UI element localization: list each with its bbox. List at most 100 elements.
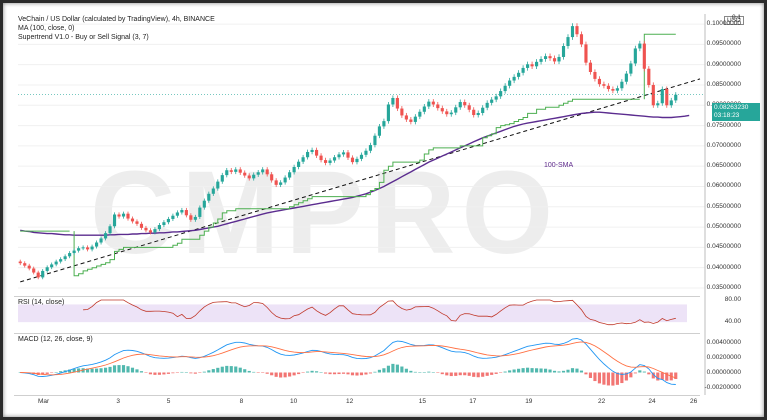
macd-histogram-bar: [647, 372, 651, 375]
macd-histogram-bar: [193, 372, 197, 374]
candle-body: [171, 215, 175, 219]
time-tick: 15: [418, 398, 427, 405]
macd-histogram-bar: [674, 372, 678, 380]
macd-histogram-bar: [638, 370, 642, 373]
candle-body: [68, 253, 72, 257]
macd-histogram-bar: [579, 370, 584, 373]
macd-histogram-bar: [508, 370, 512, 373]
candle-body: [274, 180, 278, 185]
candle-body: [570, 26, 575, 38]
candle-body: [175, 212, 179, 216]
candle-body: [449, 112, 453, 115]
candle-body: [494, 96, 498, 100]
candle-body: [499, 91, 503, 97]
candle-body: [391, 97, 395, 105]
macd-histogram-bar: [359, 372, 364, 376]
macd-line: [20, 338, 676, 385]
macd-histogram-bar: [72, 368, 76, 373]
macd-histogram-bar: [566, 369, 570, 373]
candle-body: [36, 272, 40, 278]
candle-body: [279, 182, 283, 185]
candle-body: [597, 78, 601, 85]
candle-body: [256, 172, 260, 175]
candle-body: [23, 263, 27, 266]
time-tick: 3: [116, 398, 121, 405]
macd-histogram-bar: [297, 372, 301, 375]
candle-body: [552, 58, 557, 62]
macd-histogram-bar: [530, 368, 534, 373]
candle-body: [431, 101, 435, 105]
candle-body: [261, 169, 265, 173]
macd-histogram-bar: [526, 367, 530, 373]
candle-body: [647, 68, 651, 85]
candle-body: [404, 115, 408, 120]
candle-body: [561, 46, 566, 57]
macd-histogram-bar: [350, 372, 355, 376]
last-price: 0.08263230: [714, 104, 749, 111]
macd-histogram-bar: [225, 365, 229, 373]
candle-body: [18, 261, 22, 264]
time-tick: 10: [290, 398, 298, 405]
macd-histogram-bar: [427, 371, 431, 373]
candle-body: [463, 102, 467, 106]
candle-body: [535, 61, 539, 67]
candle-body: [526, 64, 530, 68]
candle-body: [225, 170, 229, 176]
macd-histogram-bar: [386, 365, 390, 373]
candle-body: [238, 169, 242, 173]
candle-body: [566, 37, 570, 47]
macd-histogram-bar: [490, 372, 494, 375]
candle-body: [584, 44, 588, 63]
macd-histogram-bar: [315, 371, 319, 373]
macd-histogram-bar: [476, 372, 480, 378]
macd-histogram-bar: [570, 368, 575, 373]
candle-body: [575, 26, 579, 35]
currency-selector[interactable]: USD: [724, 16, 744, 25]
candle-body: [81, 247, 85, 249]
candles-layer: [18, 23, 705, 280]
candle-body: [86, 247, 90, 250]
candle-body: [184, 210, 188, 216]
candle-body: [265, 169, 269, 175]
pane-divider: [14, 296, 700, 297]
time-tick: 17: [469, 398, 477, 405]
macd-histogram-bar: [436, 372, 440, 373]
trend-line: [20, 78, 701, 283]
candle-body: [112, 214, 117, 227]
candle-body: [77, 248, 81, 251]
candle-body: [139, 223, 144, 228]
macd-label: MACD (12, 26, close, 9): [18, 336, 93, 343]
candle-body: [588, 62, 593, 72]
macd-histogram-bar: [332, 372, 337, 375]
price-tick: 0.08500000: [706, 80, 741, 88]
macd-histogram-bar: [211, 369, 215, 373]
candle-body: [346, 152, 350, 158]
macd-histogram-bar: [103, 367, 108, 373]
candle-body: [234, 169, 238, 172]
macd-histogram-bar: [50, 372, 54, 374]
macd-histogram-bar: [135, 369, 139, 373]
grid: [18, 14, 706, 395]
candle-body: [202, 200, 206, 208]
macd-histogram-bar: [68, 369, 72, 373]
candle-body: [72, 250, 76, 254]
candle-body: [413, 116, 417, 122]
macd-histogram-bar: [517, 368, 521, 373]
macd-histogram-bar: [377, 369, 381, 373]
macd-histogram-bar: [629, 372, 633, 378]
ma-legend: MA (100, close, 0): [18, 25, 75, 32]
candle-body: [368, 145, 373, 151]
candle-body: [395, 97, 399, 109]
candle-body: [288, 172, 292, 178]
candle-body: [579, 34, 584, 45]
macd-histogram-bar: [606, 372, 610, 386]
chart-title: VeChain / US Dollar (calculated by Tradi…: [18, 16, 215, 23]
candle-body: [130, 218, 135, 222]
macd-histogram-bar: [202, 371, 206, 373]
macd-histogram-bar: [413, 371, 417, 373]
macd-histogram-bar: [310, 370, 314, 373]
candle-body: [454, 107, 458, 113]
candle-body: [337, 154, 341, 158]
candle-body: [418, 111, 422, 117]
